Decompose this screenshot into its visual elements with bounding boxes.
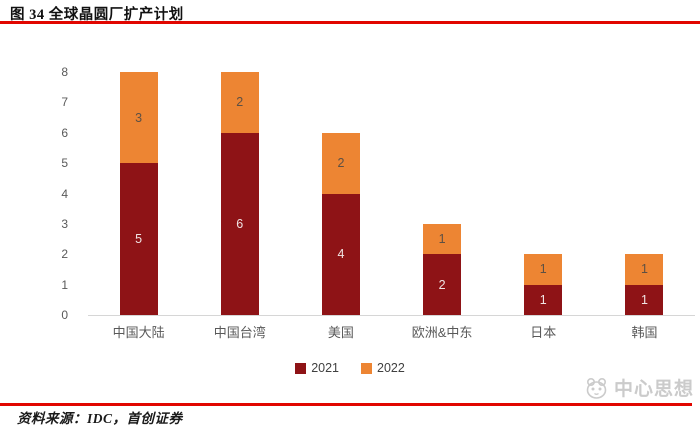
bar-value-label: 2 [236,95,244,110]
bar-value-label: 1 [438,232,446,247]
legend-label: 2022 [377,361,405,375]
x-category-label: 欧洲&中东 [411,325,473,340]
bar-segment-2021: 2 [423,254,462,315]
y-tick-label: 8 [61,65,68,79]
bar-segment-2022: 3 [119,72,158,164]
bar-segment-2021: 5 [119,163,158,315]
legend-swatch [295,362,307,374]
footer-rule [0,403,692,406]
y-tick-label: 6 [61,125,68,140]
bar-value-label: 4 [337,247,345,262]
bar-segment-2022: 1 [625,254,664,285]
y-axis: 8 7 6 5 4 3 2 1 0 [38,65,80,322]
legend-item-2022: 2022 [361,361,405,375]
watermark-text: 中心思想 [613,379,694,400]
y-tick-label: 5 [61,156,68,171]
x-category-label: 韩国 [631,325,658,340]
x-axis-labels: 中国大陆 中国台湾 美国 欧洲&中东 日本 韩国 [88,322,695,341]
bar-segment-2022: 1 [524,254,563,285]
legend-label: 2021 [311,361,339,375]
figure-title: 图 34 全球晶圆厂扩产计划 [10,7,184,23]
legend-item-2021: 2021 [295,361,339,375]
x-category-label: 美国 [327,325,354,340]
x-category-label: 日本 [530,325,557,340]
x-category-label: 中国大陆 [112,325,165,340]
bar-segment-2021: 4 [321,193,360,315]
bar-value-label: 2 [337,156,345,171]
bar-value-label: 1 [539,262,547,277]
bar-segment-2022: 1 [423,223,462,255]
bar-value-label: 1 [640,292,648,307]
bar-segment-2021: 1 [625,284,664,315]
bar-segment-2022: 2 [321,132,360,194]
chart-legend: 2021 2022 [0,361,700,375]
bar-value-label: 2 [438,277,446,292]
bar-value-label: 3 [135,110,143,125]
watermark: 中心思想 [583,374,694,401]
x-category-label: 中国台湾 [213,325,266,340]
bar-value-label: 5 [135,232,143,247]
source-note: 资料来源：IDC，首创证券 [17,411,183,426]
panda-logo-icon [586,377,607,399]
y-tick-label: 1 [61,277,68,292]
y-tick-label: 4 [61,186,68,201]
bar-segment-2021: 1 [524,284,563,315]
y-tick-label: 7 [61,95,68,110]
bar-value-label: 6 [236,216,244,231]
y-tick-label: 3 [61,216,68,231]
y-tick-label: 2 [61,247,68,262]
bar-segment-2022: 2 [220,72,259,133]
title-underline-rule [0,21,700,24]
bar-value-label: 1 [539,292,547,307]
bar-segment-2021: 6 [220,132,259,315]
bar-value-label: 1 [640,262,648,277]
legend-swatch [361,362,372,374]
y-tick-label: 0 [61,308,68,322]
